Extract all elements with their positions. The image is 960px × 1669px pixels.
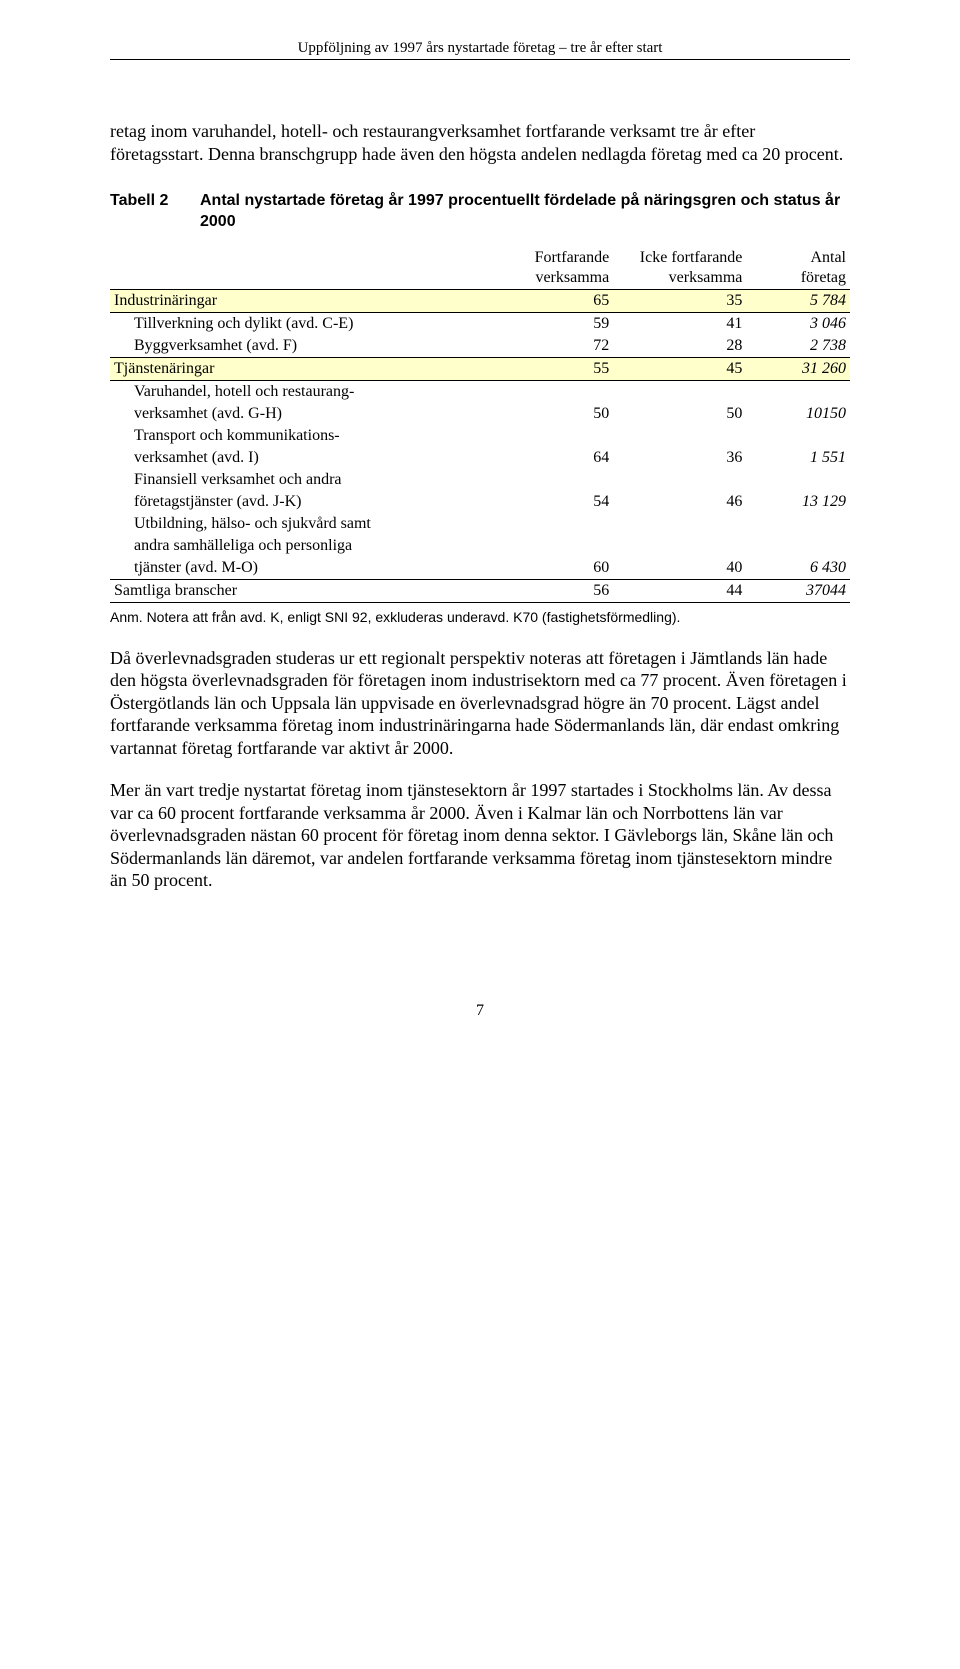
row-value: 46 — [613, 491, 746, 513]
row-label: Industrinäringar — [110, 289, 495, 312]
table-caption: Tabell 2 Antal nystartade företag år 199… — [110, 191, 850, 233]
row-value: 50 — [613, 403, 746, 425]
row-value: 13 129 — [746, 491, 850, 513]
row-value — [495, 469, 613, 491]
table-row: företagstjänster (avd. J-K)544613 129 — [110, 491, 850, 513]
table-row: Varuhandel, hotell och restaurang- — [110, 380, 850, 403]
row-label: företagstjänster (avd. J-K) — [110, 491, 495, 513]
table-row: tjänster (avd. M-O)60406 430 — [110, 557, 850, 580]
row-value — [495, 425, 613, 447]
row-value: 6 430 — [746, 557, 850, 580]
row-value: 41 — [613, 312, 746, 335]
row-value: 40 — [613, 557, 746, 580]
row-label: Samtliga branscher — [110, 579, 495, 602]
row-value — [495, 380, 613, 403]
row-value: 64 — [495, 447, 613, 469]
row-value: 1 551 — [746, 447, 850, 469]
row-label: Byggverksamhet (avd. F) — [110, 335, 495, 358]
paragraph-services: Mer än vart tredje nystartat företag ino… — [110, 779, 850, 892]
row-value: 10150 — [746, 403, 850, 425]
running-head: Uppföljning av 1997 års nystartade föret… — [110, 40, 850, 60]
row-value — [613, 469, 746, 491]
paragraph-regional: Då överlevnadsgraden studeras ur ett reg… — [110, 647, 850, 760]
table-row: Utbildning, hälso- och sjukvård samt — [110, 513, 850, 535]
row-value: 31 260 — [746, 357, 850, 380]
row-label: Varuhandel, hotell och restaurang- — [110, 380, 495, 403]
page-number: 7 — [110, 1002, 850, 1020]
row-value: 50 — [495, 403, 613, 425]
table-row: Tjänstenäringar554531 260 — [110, 357, 850, 380]
row-label: Finansiell verksamhet och andra — [110, 469, 495, 491]
row-label: verksamhet (avd. I) — [110, 447, 495, 469]
row-value: 72 — [495, 335, 613, 358]
row-value — [746, 425, 850, 447]
row-value: 2 738 — [746, 335, 850, 358]
row-label: Tillverkning och dylikt (avd. C-E) — [110, 312, 495, 335]
row-value — [746, 380, 850, 403]
row-value — [613, 535, 746, 557]
row-value: 55 — [495, 357, 613, 380]
col-header-3: Antal företag — [746, 247, 850, 290]
row-label: Tjänstenäringar — [110, 357, 495, 380]
row-value — [495, 535, 613, 557]
table-caption-label: Tabell 2 — [110, 191, 200, 233]
row-value: 5 784 — [746, 289, 850, 312]
row-value: 65 — [495, 289, 613, 312]
row-value: 54 — [495, 491, 613, 513]
row-value: 36 — [613, 447, 746, 469]
row-value — [746, 513, 850, 535]
row-value — [613, 380, 746, 403]
row-value: 59 — [495, 312, 613, 335]
row-label: verksamhet (avd. G-H) — [110, 403, 495, 425]
table-header: Fortfarande verksamma Icke fortfarande v… — [110, 247, 850, 290]
col-header-1: Fortfarande verksamma — [495, 247, 613, 290]
data-table: Fortfarande verksamma Icke fortfarande v… — [110, 247, 850, 603]
row-value — [746, 469, 850, 491]
table-row: Samtliga branscher564437044 — [110, 579, 850, 602]
row-value: 3 046 — [746, 312, 850, 335]
table-body: Industrinäringar65355 784Tillverkning oc… — [110, 289, 850, 602]
row-value — [613, 425, 746, 447]
table-caption-text: Antal nystartade företag år 1997 procent… — [200, 191, 850, 233]
row-value — [613, 513, 746, 535]
row-value: 60 — [495, 557, 613, 580]
row-label: Transport och kommunikations- — [110, 425, 495, 447]
intro-paragraph: retag inom varuhandel, hotell- och resta… — [110, 120, 850, 165]
table-row: Finansiell verksamhet och andra — [110, 469, 850, 491]
col-header-2: Icke fortfarande verksamma — [613, 247, 746, 290]
row-value: 28 — [613, 335, 746, 358]
table-row: verksamhet (avd. I)64361 551 — [110, 447, 850, 469]
table-row: Transport och kommunikations- — [110, 425, 850, 447]
table-row: Tillverkning och dylikt (avd. C-E)59413 … — [110, 312, 850, 335]
row-label: Utbildning, hälso- och sjukvård samt — [110, 513, 495, 535]
row-value: 44 — [613, 579, 746, 602]
table-note: Anm. Notera att från avd. K, enligt SNI … — [110, 609, 850, 625]
table-row: Byggverksamhet (avd. F)72282 738 — [110, 335, 850, 358]
row-value: 56 — [495, 579, 613, 602]
row-label: tjänster (avd. M-O) — [110, 557, 495, 580]
row-value: 35 — [613, 289, 746, 312]
row-value: 45 — [613, 357, 746, 380]
page: Uppföljning av 1997 års nystartade föret… — [0, 0, 960, 1080]
row-value: 37044 — [746, 579, 850, 602]
row-label: andra samhälleliga och personliga — [110, 535, 495, 557]
row-value — [746, 535, 850, 557]
row-value — [495, 513, 613, 535]
table-row: Industrinäringar65355 784 — [110, 289, 850, 312]
table-row: verksamhet (avd. G-H)505010150 — [110, 403, 850, 425]
table-row: andra samhälleliga och personliga — [110, 535, 850, 557]
